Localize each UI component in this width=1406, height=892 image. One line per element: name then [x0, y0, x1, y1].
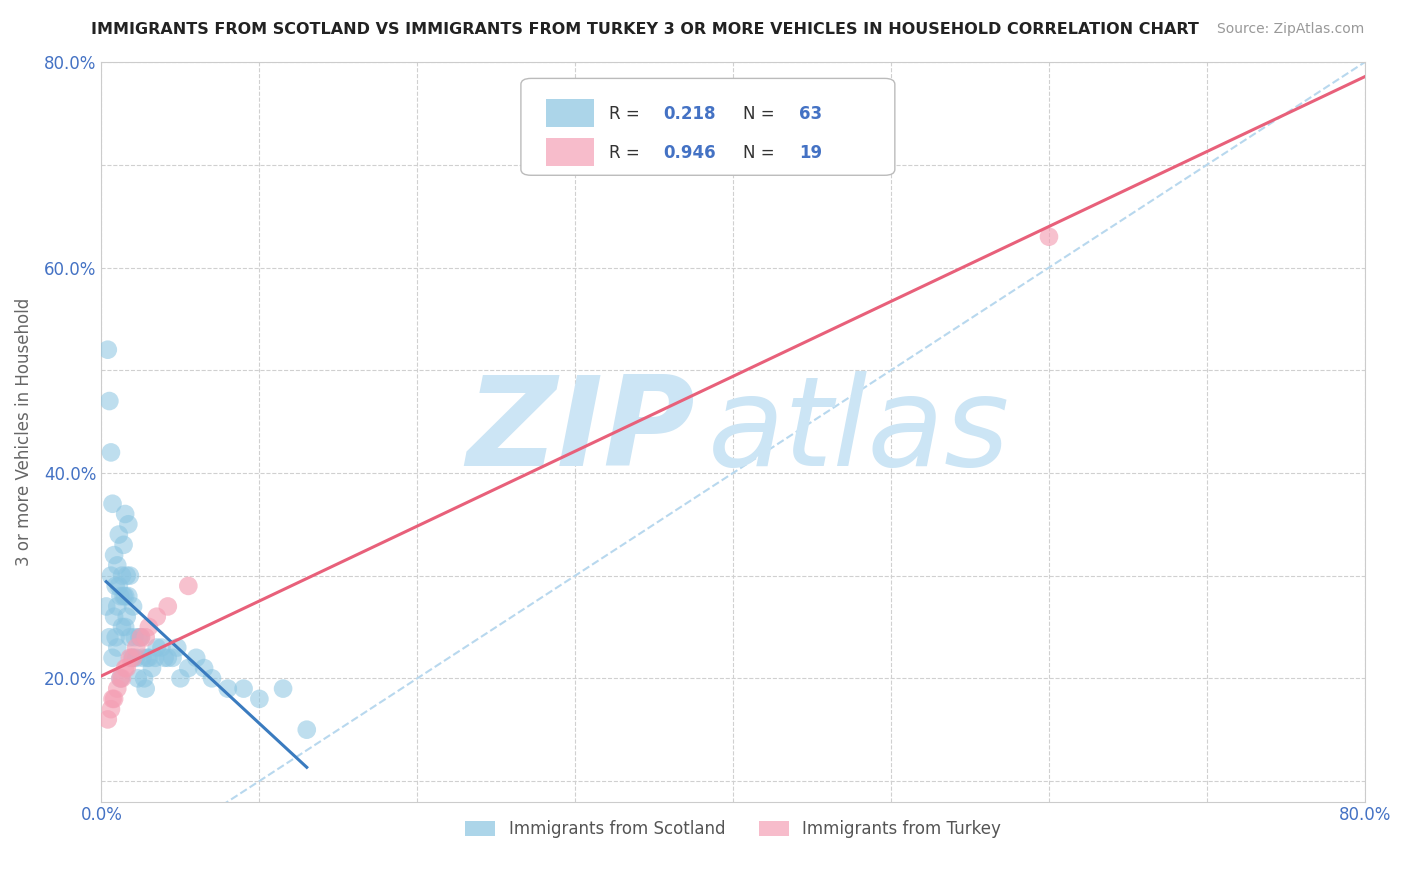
Point [271, 681, 294, 696]
Point [114, 589, 136, 603]
Legend: Immigrants from Scotland, Immigrants from Turkey: Immigrants from Scotland, Immigrants fro… [458, 814, 1008, 845]
Point [105, 599, 128, 614]
Point [108, 527, 131, 541]
Point [104, 579, 127, 593]
Point [114, 507, 136, 521]
Point [150, 640, 173, 655]
Point [101, 691, 124, 706]
Point [100, 568, 122, 582]
Point [132, 671, 155, 685]
Point [138, 620, 160, 634]
Point [121, 650, 143, 665]
Point [100, 702, 122, 716]
Point [247, 691, 270, 706]
Text: N =: N = [744, 145, 780, 162]
Text: 19: 19 [799, 145, 823, 162]
Point [114, 661, 136, 675]
Point [128, 630, 150, 644]
FancyBboxPatch shape [520, 78, 894, 175]
Point [101, 497, 124, 511]
Point [193, 661, 215, 675]
Point [98, 630, 121, 644]
Point [115, 568, 138, 582]
Text: R =: R = [609, 105, 645, 123]
Point [103, 691, 125, 706]
Point [115, 661, 138, 675]
Point [98, 394, 121, 409]
Text: ZIP: ZIP [467, 371, 695, 492]
Point [112, 589, 135, 603]
Point [141, 661, 163, 675]
Point [129, 630, 152, 644]
Point [156, 650, 179, 665]
Text: Source: ZipAtlas.com: Source: ZipAtlas.com [1216, 22, 1364, 37]
FancyBboxPatch shape [546, 99, 595, 128]
Point [117, 589, 139, 603]
Point [127, 671, 149, 685]
Point [96, 599, 118, 614]
Text: 0.946: 0.946 [664, 145, 716, 162]
Point [177, 579, 200, 593]
Point [145, 609, 167, 624]
Text: N =: N = [744, 105, 780, 123]
Point [114, 620, 136, 634]
Point [169, 671, 191, 685]
Point [103, 609, 125, 624]
Point [201, 671, 224, 685]
Point [124, 630, 146, 644]
Point [217, 681, 239, 696]
Point [101, 650, 124, 665]
Point [112, 538, 135, 552]
Point [295, 723, 318, 737]
Y-axis label: 3 or more Vehicles in Household: 3 or more Vehicles in Household [15, 298, 32, 566]
Point [111, 568, 134, 582]
Point [136, 650, 159, 665]
Point [122, 599, 145, 614]
Point [118, 568, 141, 582]
Point [135, 681, 157, 696]
Text: 0.218: 0.218 [664, 105, 716, 123]
Point [186, 650, 208, 665]
Text: IMMIGRANTS FROM SCOTLAND VS IMMIGRANTS FROM TURKEY 3 OR MORE VEHICLES IN HOUSEHO: IMMIGRANTS FROM SCOTLAND VS IMMIGRANTS F… [91, 22, 1199, 37]
Point [122, 650, 145, 665]
Point [129, 630, 152, 644]
Point [110, 671, 132, 685]
Point [145, 640, 167, 655]
Text: R =: R = [609, 145, 645, 162]
Point [115, 609, 138, 624]
Point [125, 650, 148, 665]
Point [105, 640, 128, 655]
Point [118, 650, 141, 665]
Point [122, 650, 145, 665]
FancyBboxPatch shape [546, 138, 595, 167]
Point [104, 630, 127, 644]
Point [135, 630, 157, 644]
Point [111, 671, 134, 685]
Point [118, 630, 141, 644]
Point [105, 558, 128, 573]
Point [97, 713, 120, 727]
Point [110, 671, 132, 685]
Point [125, 640, 148, 655]
Point [111, 620, 134, 634]
Point [110, 589, 132, 603]
Point [177, 661, 200, 675]
Point [156, 599, 179, 614]
Point [97, 343, 120, 357]
Text: atlas: atlas [707, 371, 1010, 492]
Point [108, 579, 131, 593]
Text: 63: 63 [799, 105, 823, 123]
Point [153, 650, 176, 665]
Point [100, 445, 122, 459]
Point [166, 640, 188, 655]
Point [138, 650, 160, 665]
Point [103, 548, 125, 562]
Point [131, 650, 153, 665]
Point [143, 650, 166, 665]
Point [162, 650, 184, 665]
Point [232, 681, 254, 696]
Point [1038, 229, 1060, 244]
Point [117, 517, 139, 532]
Point [105, 681, 128, 696]
